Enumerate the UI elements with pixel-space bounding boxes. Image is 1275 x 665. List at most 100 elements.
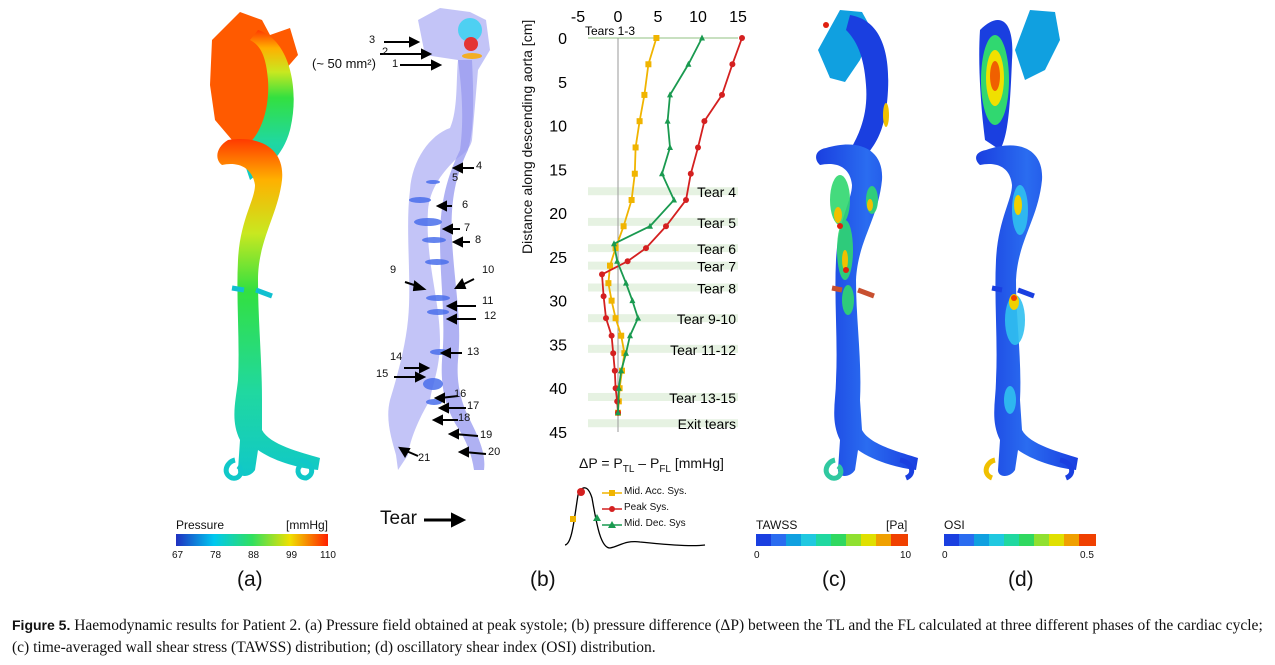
- xlabel-mid: – P: [634, 455, 659, 471]
- data-point-acc: [629, 197, 635, 203]
- pressure-tick: 67: [172, 550, 183, 561]
- pressure-tick: 88: [248, 550, 259, 561]
- data-point-acc: [645, 61, 651, 67]
- xlabel-sub-fl: FL: [659, 464, 671, 475]
- data-point-dec: [623, 280, 629, 286]
- x-tick-label: -5: [571, 9, 585, 26]
- legend-label-acc: Mid. Acc. Sys.: [624, 486, 687, 497]
- data-point-peak: [663, 223, 669, 229]
- tear-arrow-label: Tear: [380, 508, 417, 530]
- data-point-peak: [612, 368, 618, 374]
- y-tick-label: 15: [549, 162, 567, 179]
- data-point-acc: [605, 280, 611, 286]
- tear-number-9: 9: [390, 264, 396, 276]
- data-point-dec: [659, 170, 665, 176]
- legend-marker-peak-wave: [577, 488, 585, 496]
- data-point-peak: [719, 92, 725, 98]
- y-tick-label: 25: [549, 250, 567, 267]
- data-point-peak: [701, 118, 707, 124]
- tear-number-6: 6: [462, 199, 468, 211]
- panel-b-label: (b): [530, 568, 556, 592]
- pressure-colorbar-title: Pressure: [176, 518, 224, 532]
- tear-number-12: 12: [484, 310, 496, 322]
- x-tick-label: 5: [654, 9, 663, 26]
- pressure-tick: 99: [286, 550, 297, 561]
- data-point-dec: [629, 297, 635, 303]
- osi-tick-max: 0.5: [1080, 550, 1094, 561]
- data-point-acc: [632, 171, 638, 177]
- panel-c-aorta-model: [816, 10, 918, 478]
- pressure-colorbar: [176, 534, 328, 546]
- panel-c-label: (c): [822, 568, 847, 592]
- tear-label: Tear 8: [697, 281, 736, 297]
- y-tick-label: 20: [549, 206, 567, 223]
- y-tick-label: 45: [549, 425, 567, 442]
- tawss-tick-min: 0: [754, 550, 760, 561]
- tear-area-label: (~ 50 mm²): [312, 56, 376, 71]
- y-tick-label: 5: [558, 75, 567, 92]
- tear-label: Tears 1-3: [585, 24, 635, 38]
- tawss-colorbar-unit: [Pa]: [886, 518, 907, 532]
- panel-a-label: (a): [237, 568, 263, 592]
- data-point-acc: [633, 144, 639, 150]
- osi-colorbar: [944, 534, 1096, 546]
- tear-label: Tear 6: [697, 241, 736, 257]
- y-tick-label: 0: [558, 31, 567, 48]
- data-point-acc: [621, 223, 627, 229]
- tear-number-4: 4: [476, 160, 482, 172]
- tear-number-7: 7: [464, 222, 470, 234]
- legend-marker-acc-wave: [570, 516, 576, 522]
- tear-number-5: 5: [452, 172, 458, 184]
- data-point-acc: [609, 298, 615, 304]
- data-point-peak: [688, 171, 694, 177]
- data-point-dec: [667, 144, 673, 150]
- xlabel-main: ΔP = P: [579, 455, 623, 471]
- panel-d-aorta-model: [976, 10, 1078, 478]
- tawss-colorbar: [756, 534, 908, 546]
- tear-number-18: 18: [458, 412, 470, 424]
- data-point-acc: [641, 92, 647, 98]
- tear-number-13: 13: [467, 346, 479, 358]
- y-tick-label: 10: [549, 119, 567, 136]
- x-tick-label: 15: [729, 9, 747, 26]
- tear-number-21: 21: [418, 452, 430, 464]
- y-tick-label: 35: [549, 337, 567, 354]
- legend-line-samples: [600, 486, 624, 530]
- tear-number-11: 11: [482, 295, 493, 307]
- tear-number-8: 8: [475, 234, 481, 246]
- xlabel-unit: [mmHg]: [671, 455, 724, 471]
- tear-label: Tear 4: [697, 184, 736, 200]
- tear-number-2: 2: [382, 46, 388, 58]
- data-point-acc: [653, 35, 659, 41]
- tear-label: Tear 5: [697, 215, 736, 231]
- x-tick-label: 10: [689, 9, 707, 26]
- figure-caption: Figure 5. Haemodynamic results for Patie…: [12, 614, 1270, 659]
- tear-label: Tear 9-10: [677, 311, 736, 327]
- tear-number-17: 17: [467, 400, 479, 412]
- tear-number-15: 15: [376, 368, 388, 380]
- osi-colorbar-title: OSI: [944, 518, 965, 532]
- pressure-colorbar-unit: [mmHg]: [286, 518, 328, 532]
- pressure-tick: 110: [320, 550, 336, 561]
- tear-number-14: 14: [390, 351, 402, 363]
- data-point-peak: [729, 61, 735, 67]
- data-point-dec: [665, 118, 671, 124]
- tear-number-19: 19: [480, 429, 492, 441]
- tawss-tick-max: 10: [900, 550, 911, 561]
- tear-number-16: 16: [454, 388, 466, 400]
- pressure-tick: 78: [210, 550, 221, 561]
- data-point-acc: [637, 118, 643, 124]
- xlabel-sub-tl: TL: [623, 464, 635, 475]
- tear-label: Tear 13-15: [669, 390, 736, 406]
- tear-number-3: 3: [369, 34, 375, 46]
- chart-x-axis-label: ΔP = PTL – PFL [mmHg]: [579, 455, 724, 475]
- tear-number-1: 1: [392, 58, 398, 70]
- panel-a-aorta-model: [210, 12, 320, 478]
- data-point-peak: [683, 197, 689, 203]
- caption-text: Haemodynamic results for Patient 2. (a) …: [12, 617, 1263, 656]
- data-point-acc: [613, 315, 619, 321]
- data-point-peak: [609, 333, 615, 339]
- tear-number-10: 10: [482, 264, 494, 276]
